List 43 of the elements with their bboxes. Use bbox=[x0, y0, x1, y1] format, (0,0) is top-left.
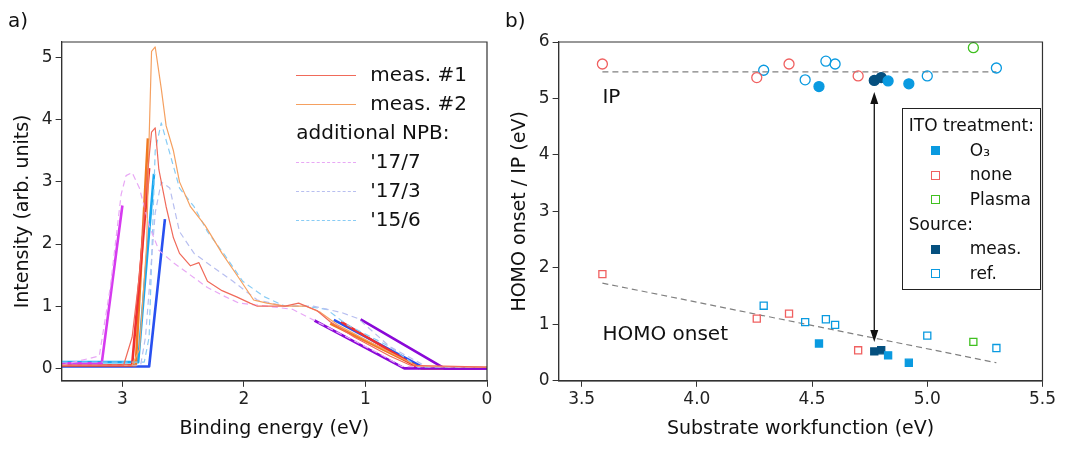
x-tick-label: 2 bbox=[238, 388, 250, 409]
annotation: HOMO onset bbox=[602, 321, 729, 346]
chart-title: a) bbox=[8, 8, 29, 33]
chart-title: b) bbox=[505, 8, 526, 33]
legend-label: none bbox=[969, 164, 1013, 185]
y-tick-label: 5 bbox=[41, 45, 53, 66]
legend-label: '17/7 bbox=[370, 149, 421, 173]
x-tick-label: 5.5 bbox=[1028, 388, 1057, 409]
y-tick-label: 5 bbox=[538, 86, 550, 107]
x-tick-label: 1 bbox=[360, 388, 371, 409]
y-tick-label: 1 bbox=[538, 312, 550, 333]
y-tick-label: 0 bbox=[41, 356, 53, 377]
legend-label: Plasma bbox=[969, 188, 1032, 209]
legend-label: O₃ bbox=[969, 139, 990, 160]
legend-label: '17/3 bbox=[370, 178, 421, 202]
legend-label: ref. bbox=[969, 262, 998, 283]
text: ITO treatment: bbox=[908, 115, 1034, 135]
y-tick-label: 4 bbox=[41, 108, 53, 129]
legend-label: meas. bbox=[969, 238, 1022, 259]
x-tick-label: 0 bbox=[481, 388, 493, 409]
text: Source: bbox=[908, 213, 973, 234]
legend-label: meas. #1 bbox=[370, 62, 467, 86]
y-tick-label: 1 bbox=[41, 294, 53, 315]
legend-title: additional NPB: bbox=[296, 119, 451, 146]
x-tick-label: 4.5 bbox=[798, 388, 826, 409]
x-tick-label: 3 bbox=[116, 388, 128, 409]
legend-label: meas. #2 bbox=[370, 91, 467, 115]
y-axis-title: HOMO onset / IP (eV) bbox=[507, 111, 530, 312]
y-tick-label: 2 bbox=[41, 232, 53, 253]
x-tick-label: 4.0 bbox=[683, 388, 711, 409]
x-tick-label: 3.5 bbox=[568, 388, 596, 409]
y-axis-title: Intensity (arb. units) bbox=[10, 114, 33, 309]
y-tick-label: 4 bbox=[538, 143, 550, 164]
y-tick-label: 0 bbox=[538, 369, 550, 390]
x-axis-title: Substrate workfunction (eV) bbox=[666, 415, 935, 438]
legend-label: '15/6 bbox=[370, 207, 421, 231]
x-tick-label: 5.0 bbox=[913, 388, 941, 409]
annotation: IP bbox=[602, 84, 621, 109]
y-tick-label: 3 bbox=[538, 199, 550, 220]
y-tick-label: 3 bbox=[41, 170, 53, 191]
y-tick-label: 2 bbox=[538, 256, 550, 277]
y-tick-label: 6 bbox=[538, 30, 550, 51]
x-axis-title: Binding energy (eV) bbox=[179, 415, 370, 438]
